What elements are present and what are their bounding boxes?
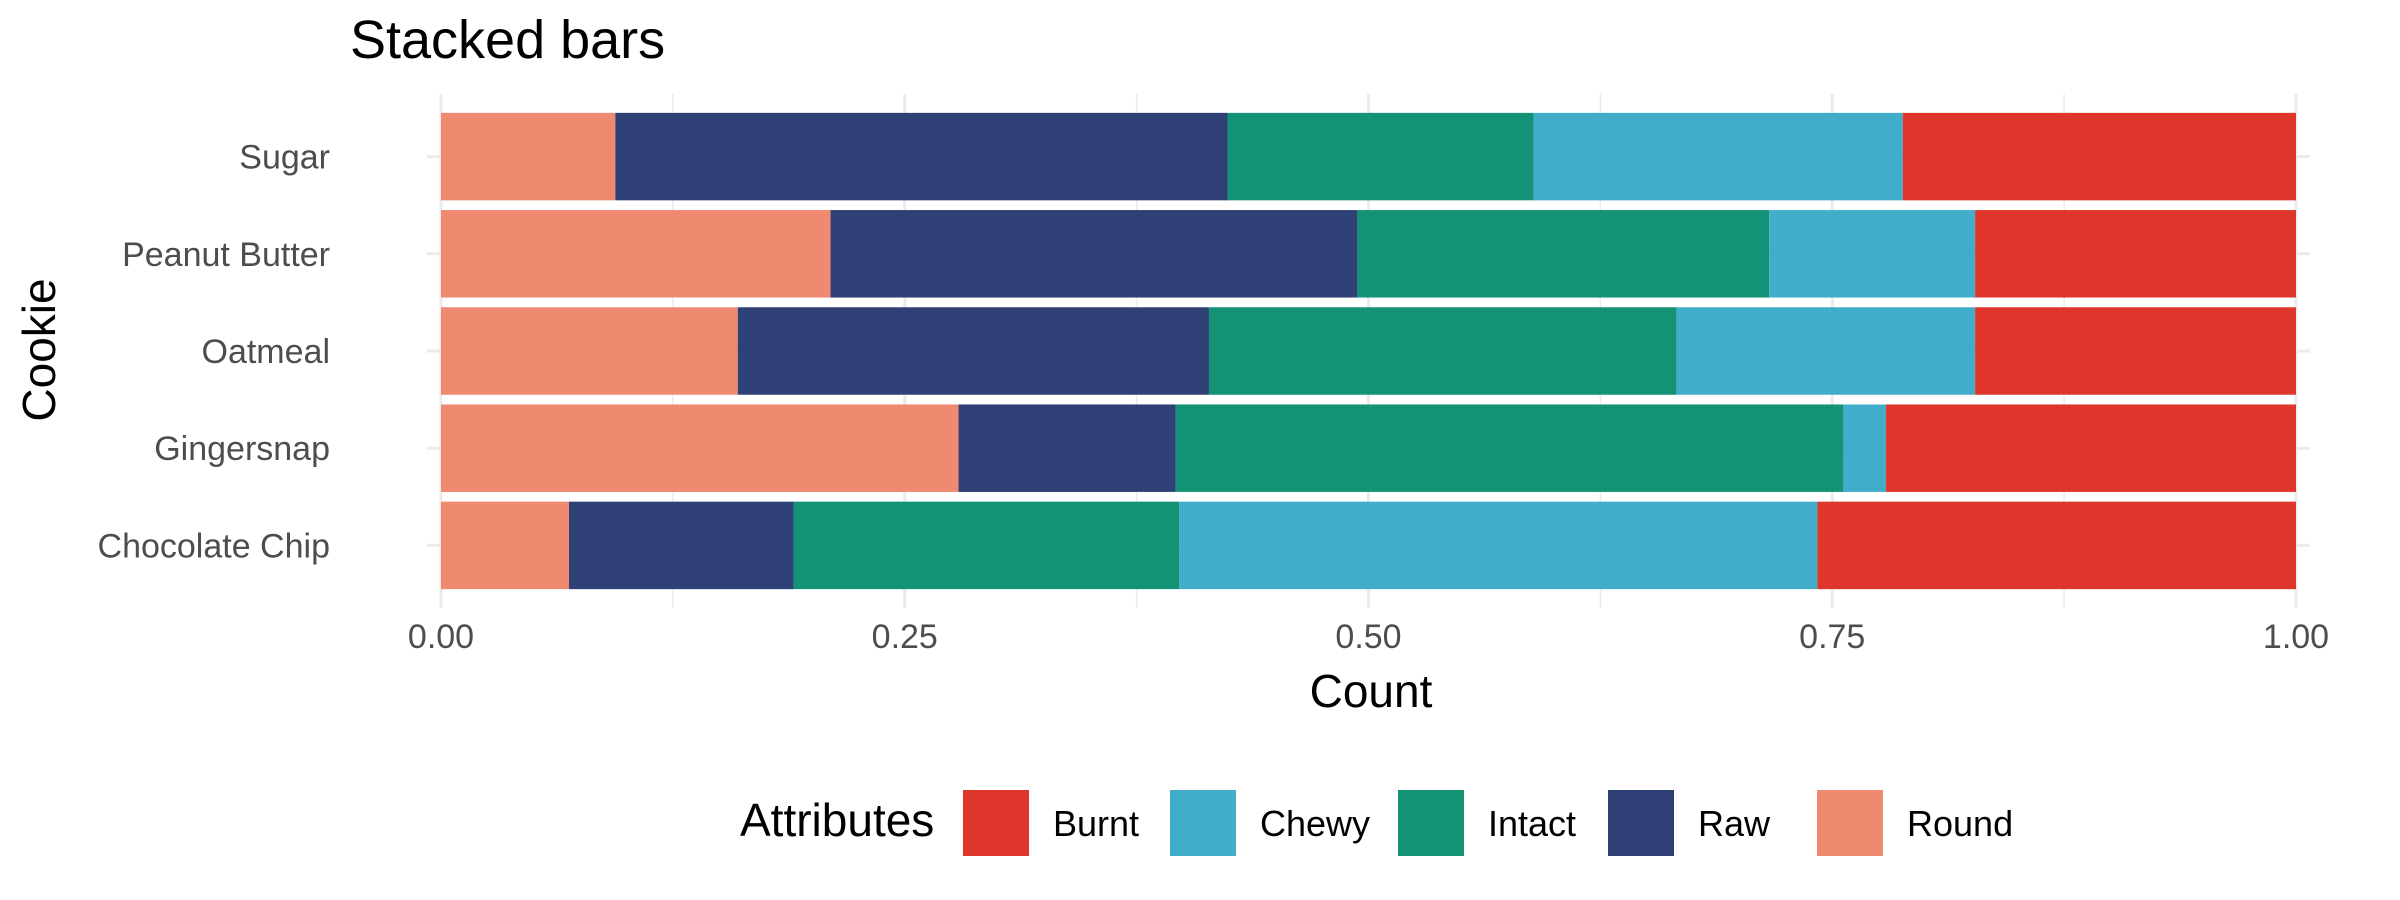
y-axis-title: Cookie: [13, 278, 65, 421]
y-tick-label: Peanut Butter: [122, 236, 330, 274]
bar-segment-raw-peanut-butter: [830, 210, 1358, 298]
chart-title: Stacked bars: [350, 10, 665, 70]
bar-segment-intact-chocolate-chip: [793, 501, 1180, 590]
x-tick-label: 0.25: [872, 618, 938, 656]
x-axis-title: Count: [1310, 665, 1433, 717]
bar-segment-intact-oatmeal: [1208, 307, 1677, 395]
x-tick-label: 1.00: [2263, 618, 2329, 656]
bar-segment-round-peanut-butter: [441, 210, 831, 298]
legend-label-intact: Intact: [1488, 803, 1576, 844]
bar-segment-intact-peanut-butter: [1357, 210, 1770, 298]
legend-key-raw: [1608, 790, 1674, 856]
legend-key-chewy: [1170, 790, 1236, 856]
legend-title: Attributes: [740, 794, 934, 846]
bar-segment-chewy-oatmeal: [1676, 307, 1976, 395]
bar-segment-chewy-chocolate-chip: [1179, 501, 1818, 590]
bar-segment-burnt-gingersnap: [1886, 404, 2296, 492]
legend-key-intact: [1398, 790, 1464, 856]
bar-segment-intact-sugar: [1227, 112, 1534, 201]
bar-segment-raw-sugar: [615, 112, 1228, 201]
legend-label-burnt: Burnt: [1053, 803, 1139, 844]
bar-segment-burnt-chocolate-chip: [1817, 501, 2296, 590]
y-tick-label: Gingersnap: [154, 430, 330, 468]
bar-segment-burnt-sugar: [1902, 112, 2296, 201]
y-tick-label: Oatmeal: [202, 333, 331, 371]
legend: Attributes Burnt Chewy Intact Raw Round: [740, 790, 2013, 856]
bar-segment-raw-chocolate-chip: [568, 501, 794, 590]
bar-segment-chewy-sugar: [1533, 112, 1903, 201]
bar-segment-burnt-peanut-butter: [1975, 210, 2296, 298]
bar-segment-raw-gingersnap: [958, 404, 1176, 492]
legend-label-round: Round: [1907, 803, 2013, 844]
legend-key-burnt: [963, 790, 1029, 856]
bar-segment-round-oatmeal: [441, 307, 738, 395]
bar-segment-round-sugar: [441, 112, 616, 201]
x-tick-label: 0.50: [1335, 618, 1401, 656]
legend-label-chewy: Chewy: [1260, 803, 1370, 844]
bar-segment-chewy-peanut-butter: [1769, 210, 1976, 298]
x-tick-label: 0.75: [1799, 618, 1865, 656]
legend-label-raw: Raw: [1698, 803, 1771, 844]
axes: 0.00 0.25 0.50 0.75 1.00 Chocolate Chip Ginger…: [98, 139, 2330, 656]
bar-segment-chewy-gingersnap: [1843, 404, 1887, 492]
y-tick-label: Chocolate Chip: [98, 527, 330, 565]
bars: [441, 112, 2296, 590]
bar-segment-intact-gingersnap: [1175, 404, 1844, 492]
bar-segment-round-chocolate-chip: [441, 501, 569, 590]
bar-segment-burnt-oatmeal: [1975, 307, 2296, 395]
legend-key-round: [1817, 790, 1883, 856]
bar-segment-raw-oatmeal: [737, 307, 1209, 395]
y-tick-label: Sugar: [239, 139, 330, 177]
bar-segment-round-gingersnap: [441, 404, 959, 492]
x-tick-label: 0.00: [408, 618, 474, 656]
